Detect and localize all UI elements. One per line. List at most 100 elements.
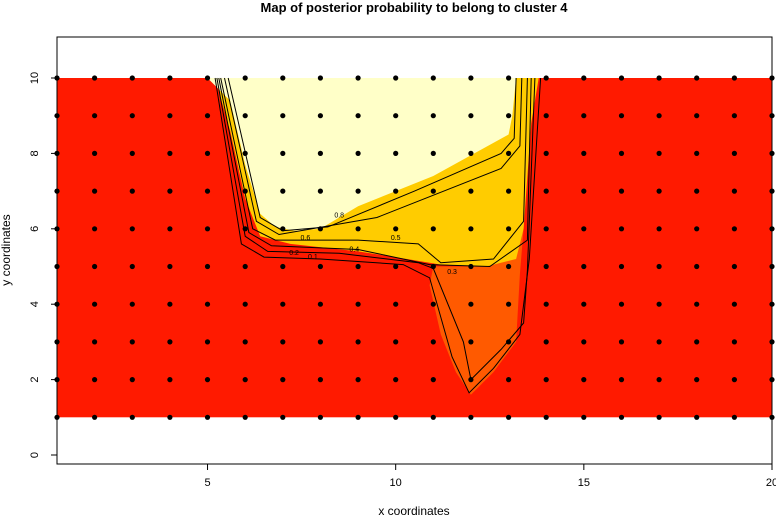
grid-point (317, 414, 323, 420)
grid-point (656, 113, 662, 119)
grid-point (167, 414, 173, 420)
grid-point (656, 301, 662, 307)
grid-point (581, 150, 587, 156)
grid-point (204, 226, 211, 232)
grid-point (393, 113, 399, 119)
grid-point (543, 414, 549, 420)
grid-point (581, 226, 587, 232)
grid-point (468, 301, 474, 307)
grid-point (167, 188, 173, 194)
grid-point (92, 226, 98, 232)
grid-point (618, 377, 625, 383)
contour-labels: 0.8 0.6 0.5 0.4 0.2 0.1 0.3 (289, 213, 457, 277)
plot-area: 0.8 0.6 0.5 0.4 0.2 0.1 0.3 (54, 75, 775, 420)
grid-point (430, 150, 436, 156)
grid-point (694, 75, 700, 81)
grid-point (656, 226, 662, 232)
contour-lines (214, 77, 542, 394)
grid-point (355, 263, 361, 270)
contour-line (218, 77, 532, 268)
grid-point (581, 301, 587, 307)
grid-point (280, 226, 286, 232)
grid-point (167, 339, 173, 345)
grid-point (618, 150, 625, 156)
heatmap-mid-low-region (429, 228, 524, 395)
grid-point (280, 377, 286, 383)
grid-point (506, 150, 512, 156)
grid-point (581, 339, 587, 345)
grid-point (430, 113, 436, 119)
grid-point (129, 301, 135, 307)
grid-point (731, 301, 738, 307)
grid-point (393, 75, 399, 81)
grid-point (656, 339, 662, 345)
grid-point (468, 188, 474, 194)
grid-point (656, 377, 662, 383)
grid-point (543, 263, 549, 270)
grid-point (468, 414, 474, 420)
grid-point (430, 339, 436, 345)
grid-point (242, 226, 248, 232)
grid-point (393, 377, 399, 383)
grid-point (393, 150, 399, 156)
grid-point (731, 226, 738, 232)
grid-point (731, 188, 738, 194)
contour-line (227, 77, 517, 232)
grid-point (506, 377, 512, 383)
contour-label: 0.1 (308, 254, 318, 261)
grid-point (506, 263, 512, 270)
grid-point (731, 414, 738, 420)
grid-point (468, 339, 474, 345)
grid-point (430, 226, 436, 232)
grid-point (204, 113, 211, 119)
grid-point (129, 226, 135, 232)
grid-point (204, 75, 211, 81)
contour-label: 0.5 (391, 235, 401, 242)
grid-point (317, 339, 323, 345)
grid-point (694, 301, 700, 307)
grid-point (430, 301, 436, 307)
grid-point (430, 414, 436, 420)
grid-point (731, 339, 738, 345)
grid-point (694, 226, 700, 232)
grid-point (430, 377, 436, 383)
grid-point (242, 113, 248, 119)
grid-point (317, 301, 323, 307)
grid-point (543, 301, 549, 307)
grid-point (618, 188, 625, 194)
grid-point (731, 150, 738, 156)
y-tick-label: 6 (29, 226, 41, 232)
grid-point (506, 339, 512, 345)
grid-point (393, 414, 399, 420)
x-tick-label: 20 (766, 477, 776, 489)
grid-point (242, 339, 248, 345)
x-axis-label: x coordinates (378, 504, 449, 518)
grid-point (393, 188, 399, 194)
grid-point (280, 301, 286, 307)
grid-point (129, 414, 135, 420)
grid-point (204, 188, 211, 194)
grid-point (92, 339, 98, 345)
grid-point (506, 226, 512, 232)
grid-point (543, 75, 549, 81)
grid-point (129, 150, 135, 156)
grid-point (618, 226, 625, 232)
grid-point (430, 188, 436, 194)
grid-point (317, 113, 323, 119)
grid-point (355, 150, 361, 156)
grid-point (355, 301, 361, 307)
grid-point (167, 150, 173, 156)
y-tick-label: 2 (29, 377, 41, 383)
grid-point (430, 263, 436, 270)
grid-point (92, 377, 98, 383)
grid-point (656, 188, 662, 194)
grid-point (731, 377, 738, 383)
grid-point (242, 150, 248, 156)
grid-point (618, 414, 625, 420)
grid-point (129, 339, 135, 345)
contour-label: 0.3 (447, 269, 457, 276)
grid-point (242, 301, 248, 307)
grid-point (694, 150, 700, 156)
x-tick-label: 15 (578, 477, 590, 489)
